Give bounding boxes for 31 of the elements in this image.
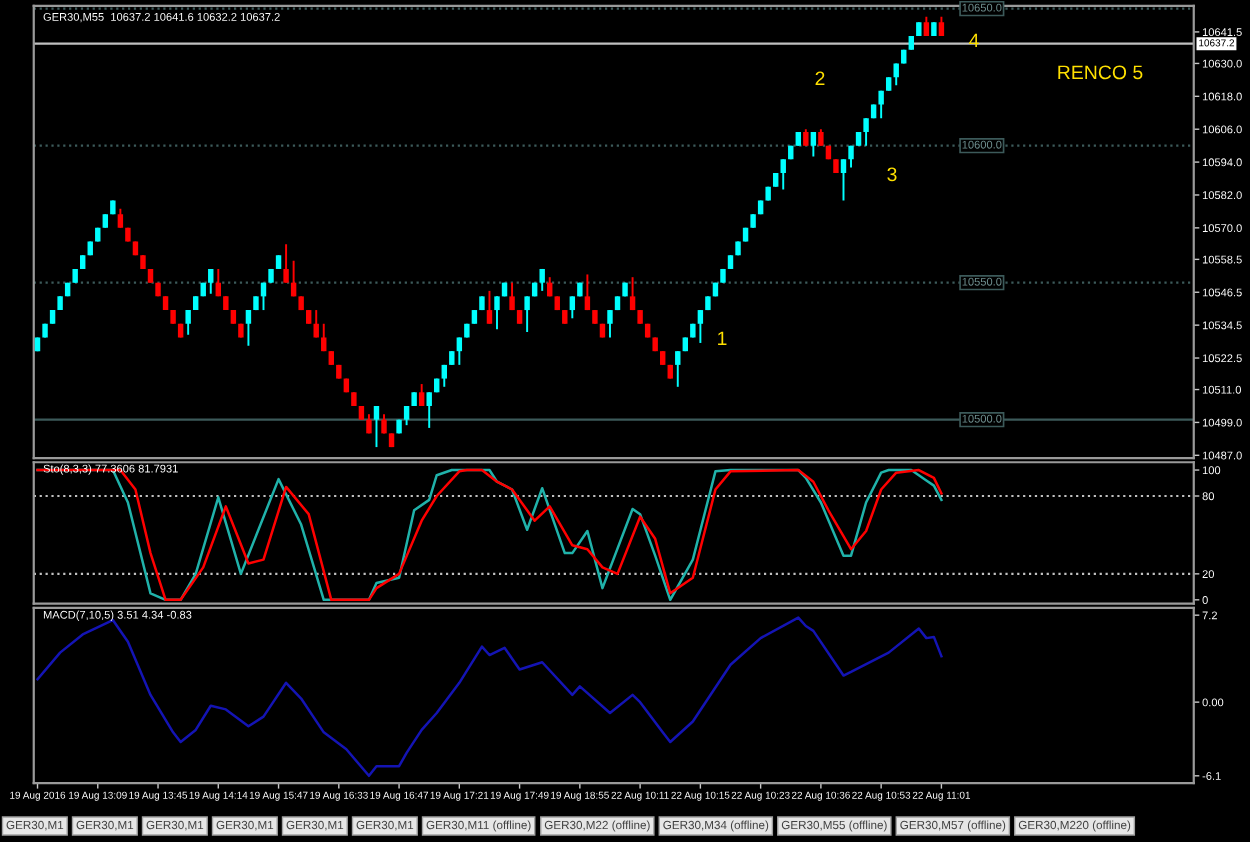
candlestick xyxy=(321,322,327,353)
annotation: 1 xyxy=(718,331,727,346)
candlestick xyxy=(494,295,500,331)
annotation: 3 xyxy=(887,167,897,182)
candlestick xyxy=(117,207,124,229)
candlestick xyxy=(208,268,214,295)
candlestick xyxy=(629,276,636,312)
candlestick xyxy=(840,158,847,202)
candlestick xyxy=(283,243,289,284)
candlestick xyxy=(456,336,463,366)
candlestick xyxy=(486,289,493,325)
candlestick xyxy=(810,130,817,158)
candlestick xyxy=(245,309,252,347)
candlestick xyxy=(584,273,591,312)
annotation: RENCO 5 xyxy=(1058,65,1143,80)
candlestick xyxy=(878,89,884,120)
candlestick xyxy=(509,281,515,312)
candlestick xyxy=(675,350,681,388)
candlestick xyxy=(780,158,786,191)
candlestick xyxy=(185,309,191,336)
candlestick xyxy=(373,405,380,449)
candlestick xyxy=(426,391,432,429)
line-series xyxy=(36,468,943,602)
candlestick xyxy=(863,117,869,147)
candlestick xyxy=(418,383,425,407)
candlestick xyxy=(893,62,899,87)
candlestick xyxy=(569,295,576,320)
candlestick xyxy=(524,295,530,333)
annotation: 2 xyxy=(815,71,825,86)
candlestick xyxy=(607,309,613,339)
candlestick xyxy=(697,309,704,344)
